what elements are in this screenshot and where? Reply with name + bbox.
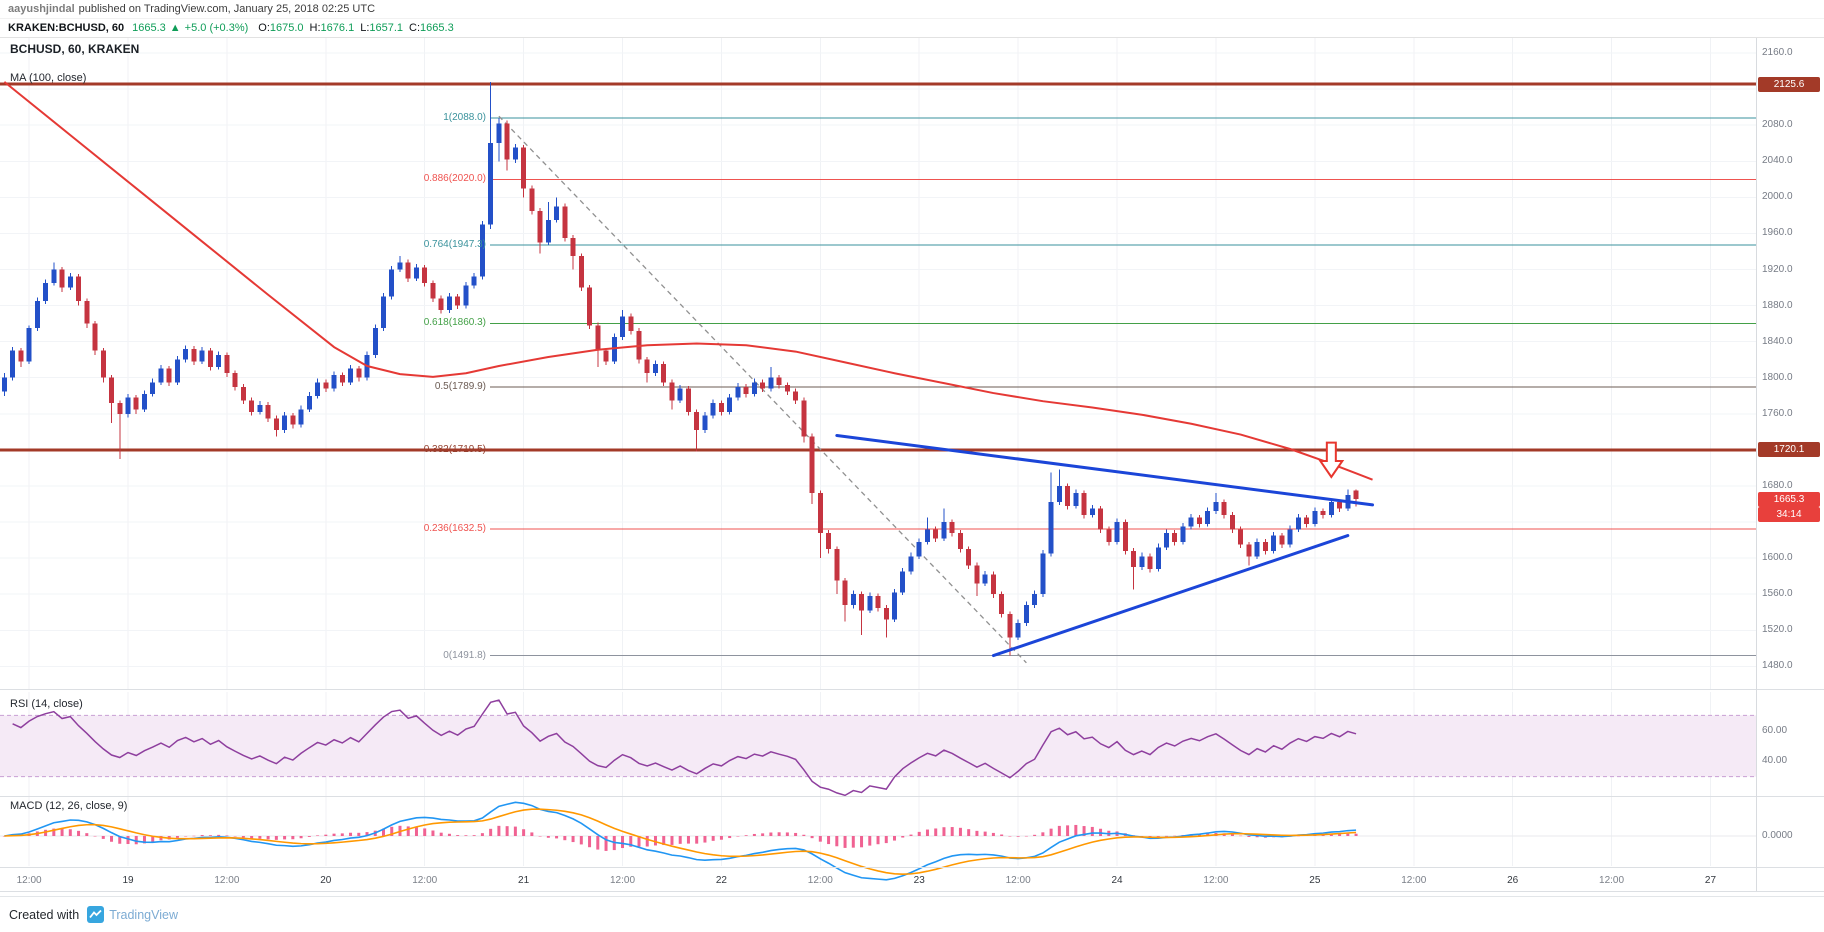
close-value: 1665.3	[420, 22, 454, 34]
close-label: C:	[409, 22, 421, 34]
symbol-bar: KRAKEN:BCHUSD, 60 1665.3 ▲ +5.0 (+0.3%) O:16…	[0, 19, 1824, 38]
footer-bar: Created with TradingView	[0, 896, 1824, 932]
down-arrow-marker[interactable]	[1318, 441, 1345, 479]
triangle-lower-trendline[interactable]	[991, 534, 1350, 658]
horizontal-price-lines[interactable]	[0, 82, 1756, 452]
created-with-text: Created with	[9, 907, 80, 922]
author-name[interactable]: aayushjindal	[8, 3, 75, 15]
rsi-band	[0, 714, 1756, 778]
tradingview-logo-icon	[87, 906, 105, 923]
open-value: 1675.0	[269, 22, 304, 34]
pane-separators	[0, 38, 1824, 892]
publish-info: published on TradingView.com, January 25…	[78, 3, 376, 15]
high-label: H:	[309, 22, 321, 34]
open-label: O:	[258, 22, 270, 34]
ma-100-line[interactable]	[3, 81, 1373, 481]
triangle-upper-trendline[interactable]	[835, 433, 1375, 507]
price-change: +5.0 (+0.3%)	[184, 22, 249, 34]
high-value: 1676.1	[320, 22, 355, 34]
price-axis[interactable]	[1756, 38, 1824, 891]
candles-layer[interactable]	[1, 81, 1359, 656]
rsi-line	[12, 699, 1357, 797]
symbol-title[interactable]: KRAKEN:BCHUSD, 60	[8, 22, 125, 34]
tradingview-brand[interactable]: TradingView	[109, 907, 178, 922]
low-value: 1657.1	[369, 22, 404, 34]
macd-signal-line	[4, 808, 1357, 876]
last-price-value: 1665.3	[132, 22, 166, 34]
up-arrow-icon: ▲	[169, 22, 181, 34]
time-axis[interactable]	[0, 868, 1756, 892]
low-label: L:	[360, 22, 370, 34]
publish-bar: aayushjindal published on TradingView.com…	[0, 0, 1824, 19]
